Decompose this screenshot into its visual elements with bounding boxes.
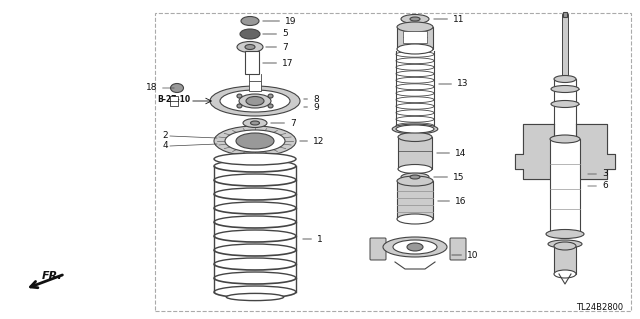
Bar (563, 12, 567, 17)
Ellipse shape (551, 85, 579, 93)
Text: 17: 17 (263, 58, 294, 68)
Ellipse shape (396, 125, 434, 133)
Ellipse shape (237, 41, 263, 53)
Ellipse shape (170, 84, 184, 93)
Ellipse shape (214, 126, 296, 156)
Ellipse shape (227, 293, 284, 300)
Text: 7: 7 (271, 118, 296, 128)
Ellipse shape (237, 104, 242, 108)
Ellipse shape (392, 124, 438, 134)
Polygon shape (515, 124, 554, 179)
Text: 13: 13 (439, 79, 468, 88)
Ellipse shape (550, 135, 580, 143)
Ellipse shape (397, 22, 433, 32)
Ellipse shape (241, 17, 259, 26)
Ellipse shape (393, 240, 437, 254)
Text: 16: 16 (438, 197, 467, 205)
Ellipse shape (554, 242, 576, 250)
Text: 8: 8 (304, 94, 319, 103)
Bar (554, 246, 576, 274)
Text: 9: 9 (304, 102, 319, 112)
Text: 6: 6 (588, 182, 608, 190)
Ellipse shape (401, 14, 429, 24)
Text: 3: 3 (588, 169, 608, 179)
Ellipse shape (237, 94, 242, 98)
Text: 7: 7 (266, 42, 288, 51)
FancyBboxPatch shape (370, 238, 386, 260)
Ellipse shape (268, 94, 273, 98)
Bar (155, 13, 631, 311)
Ellipse shape (401, 173, 429, 181)
Ellipse shape (410, 175, 420, 179)
Ellipse shape (550, 230, 580, 238)
Bar (249, 81, 261, 91)
Ellipse shape (551, 100, 579, 108)
Bar (398, 137, 432, 169)
Ellipse shape (236, 133, 274, 149)
Ellipse shape (548, 240, 582, 248)
Text: 1: 1 (303, 234, 323, 243)
Text: B-27-10: B-27-10 (157, 94, 190, 103)
Text: 10: 10 (452, 250, 479, 259)
Text: 5: 5 (263, 29, 288, 39)
Text: 4: 4 (162, 142, 168, 151)
Ellipse shape (250, 121, 259, 125)
Bar (397, 27, 433, 49)
Text: TL24B2800: TL24B2800 (576, 302, 623, 311)
Ellipse shape (383, 237, 447, 257)
Text: FR.: FR. (42, 271, 63, 281)
Ellipse shape (214, 153, 296, 165)
Ellipse shape (246, 97, 264, 106)
Ellipse shape (220, 90, 290, 112)
Ellipse shape (239, 94, 271, 108)
Bar (245, 51, 259, 74)
Ellipse shape (410, 17, 420, 21)
Ellipse shape (268, 104, 273, 108)
FancyBboxPatch shape (450, 238, 466, 260)
Ellipse shape (398, 165, 432, 174)
Text: 12: 12 (300, 137, 324, 145)
Bar (550, 139, 580, 234)
Bar (554, 79, 576, 139)
Ellipse shape (240, 29, 260, 39)
Ellipse shape (243, 118, 267, 128)
Bar (562, 14, 568, 79)
Text: 14: 14 (436, 149, 467, 158)
Polygon shape (576, 124, 615, 179)
Ellipse shape (397, 214, 433, 224)
Ellipse shape (546, 229, 584, 239)
Bar (403, 31, 427, 43)
Bar (397, 181, 433, 219)
Ellipse shape (554, 136, 576, 143)
Ellipse shape (210, 86, 300, 116)
Bar (170, 96, 178, 106)
Ellipse shape (554, 270, 576, 278)
Ellipse shape (397, 44, 433, 54)
Text: 11: 11 (434, 14, 465, 24)
Ellipse shape (407, 243, 423, 251)
Ellipse shape (398, 132, 432, 142)
Text: 15: 15 (434, 173, 465, 182)
Ellipse shape (554, 76, 576, 83)
Ellipse shape (397, 176, 433, 186)
Text: 18: 18 (145, 84, 174, 93)
Ellipse shape (225, 130, 285, 152)
Text: 19: 19 (263, 17, 296, 26)
Text: 2: 2 (162, 131, 168, 140)
Ellipse shape (245, 44, 255, 49)
